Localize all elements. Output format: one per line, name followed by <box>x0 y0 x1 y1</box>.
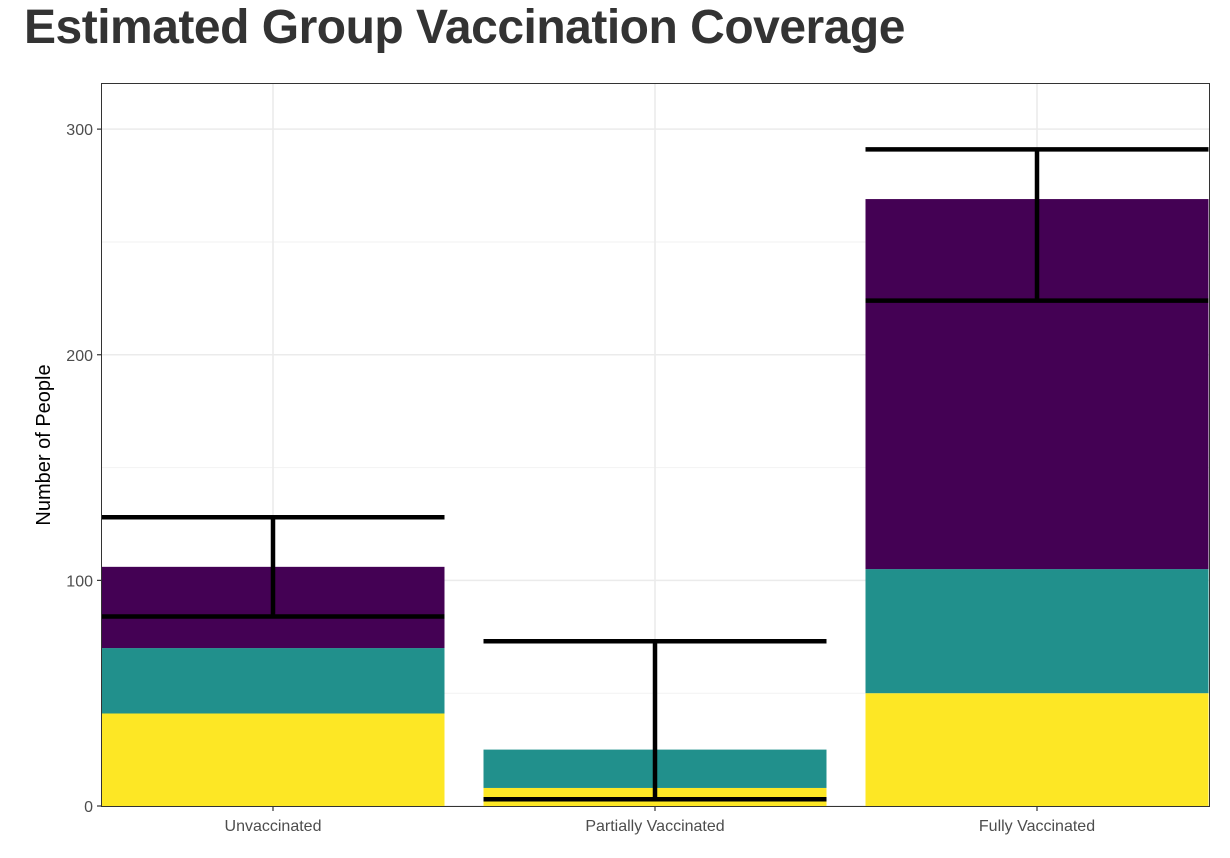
chart-title: Estimated Group Vaccination Coverage <box>24 1 905 54</box>
bar-segment <box>865 693 1209 806</box>
x-tick-label: Unvaccinated <box>225 818 322 835</box>
error-bars <box>101 147 1209 802</box>
y-tick-label: 0 <box>84 799 93 816</box>
y-tick-label: 300 <box>66 122 93 139</box>
bar-segment <box>101 713 445 806</box>
bar-segment <box>101 648 445 714</box>
y-tick-label: 100 <box>66 573 93 590</box>
x-tick-label: Fully Vaccinated <box>979 818 1095 835</box>
y-tick-label: 200 <box>66 348 93 365</box>
x-tick-label: Partially Vaccinated <box>585 818 724 835</box>
stacked-bars <box>101 199 1209 806</box>
y-axis-title: Number of People <box>33 364 55 525</box>
axes: 0 100 200 300 Unvaccinated Partially Vaccinat… <box>66 122 1095 835</box>
bar-segment <box>865 569 1209 694</box>
